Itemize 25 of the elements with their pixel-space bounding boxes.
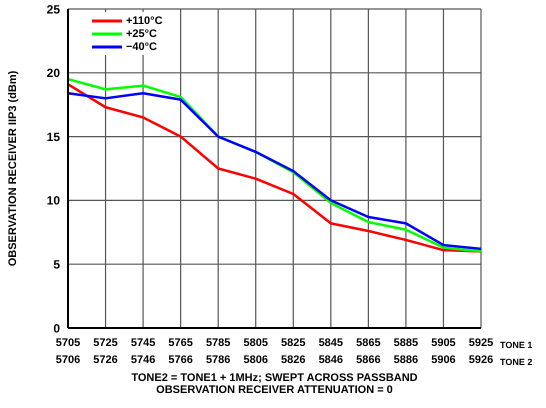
- x-tick-label: 5805 5806: [243, 337, 268, 366]
- x-tick-label: 5765 5766: [168, 337, 193, 366]
- y-tick-label: 10: [46, 194, 60, 208]
- x-tick-label: 5845 5846: [318, 337, 344, 366]
- x-tick-label: 5785 5786: [206, 337, 230, 366]
- legend-label: −40°C: [126, 40, 158, 52]
- legend-label: +25°C: [126, 28, 158, 40]
- legend-label: +110°C: [126, 14, 163, 26]
- y-axis-title: OBSERVATION RECEIVER IIP3 (dBm): [6, 70, 19, 266]
- y-tick-label: 25: [46, 2, 60, 16]
- y-tick-label: 0: [53, 321, 60, 336]
- x-tick-label: 5745 5746: [130, 337, 156, 366]
- y-tick-label: 15: [46, 130, 60, 144]
- x-axis-title: TONE2 = TONE1 + 1MHz; SWEPT ACROSS PASSBAND OBSERVATION RECEIVER ATTENUATION = 0: [130, 372, 419, 396]
- x-tick-label: 5705 5706: [56, 337, 80, 366]
- text: TONE 1: [500, 340, 532, 350]
- y-tick-label: 20: [46, 66, 60, 80]
- text: TONE 2: [500, 357, 532, 367]
- x-tick-label: 5725 5726: [93, 337, 118, 366]
- x-tick-label: 5885 5886: [394, 337, 418, 366]
- x-tick-label: 5925 5926: [468, 337, 494, 366]
- y-tick-label: 5: [53, 257, 60, 272]
- x-tick-label: 5905 5906: [431, 337, 456, 366]
- x-tick-label: 5865 5866: [356, 337, 381, 366]
- x-tick-label: 5825 5826: [281, 337, 306, 366]
